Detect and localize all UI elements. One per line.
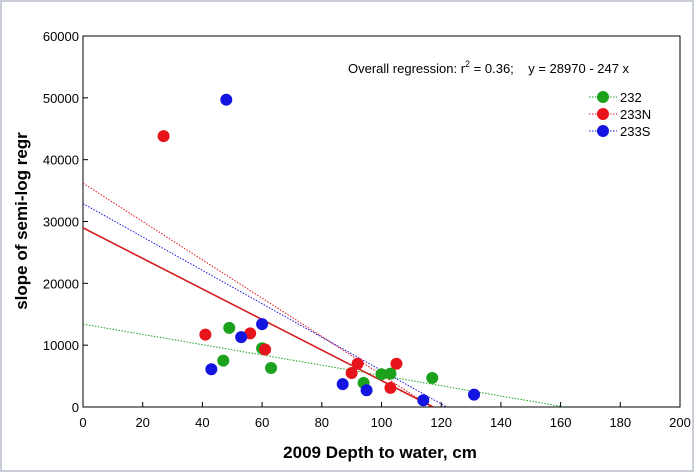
point-232 bbox=[426, 371, 439, 384]
point-232 bbox=[384, 367, 397, 380]
annotation-suffix: = 0.36; y = 28970 - 247 x bbox=[470, 61, 629, 76]
legend: 232 233N 233S bbox=[589, 90, 651, 139]
y-axis-title: slope of semi-log regr bbox=[12, 132, 31, 310]
point-233s bbox=[220, 93, 233, 106]
point-233n bbox=[351, 357, 364, 370]
regression-lines bbox=[83, 182, 566, 407]
x-tick-label: 60 bbox=[255, 415, 269, 430]
x-tick-label: 80 bbox=[315, 415, 329, 430]
annotation-sup: 2 bbox=[465, 59, 470, 69]
y-tick-label: 40000 bbox=[43, 153, 79, 168]
point-233s bbox=[336, 378, 349, 391]
y-tick-label: 10000 bbox=[43, 338, 79, 353]
point-233s bbox=[360, 384, 373, 397]
legend-marker-233n bbox=[597, 108, 609, 120]
point-233n bbox=[390, 357, 403, 370]
legend-marker-233s bbox=[597, 125, 609, 137]
point-233s bbox=[205, 363, 218, 376]
y-tick-label: 60000 bbox=[43, 29, 79, 44]
axes: 0 20 40 60 80 100 120 140 160 180 200 0 10000 20000 30… bbox=[43, 29, 691, 430]
x-tick-label: 140 bbox=[490, 415, 512, 430]
point-233s bbox=[417, 394, 430, 407]
point-233s bbox=[256, 318, 269, 331]
y-tick-label: 20000 bbox=[43, 276, 79, 291]
x-axis-title: 2009 Depth to water, cm bbox=[283, 443, 477, 462]
point-232 bbox=[375, 368, 388, 381]
legend-label-232: 232 bbox=[620, 90, 642, 105]
annotation-prefix: Overall regression: r bbox=[348, 61, 466, 76]
x-tick-label: 120 bbox=[430, 415, 452, 430]
point-233n bbox=[199, 328, 212, 341]
overall-fit-line bbox=[83, 227, 434, 407]
x-tick-label: 200 bbox=[669, 415, 691, 430]
point-233n bbox=[157, 130, 170, 143]
x-tick-label: 180 bbox=[609, 415, 631, 430]
point-233s bbox=[468, 388, 481, 401]
point-233s bbox=[235, 331, 248, 344]
legend-marker-232 bbox=[597, 91, 609, 103]
x-tick-label: 20 bbox=[135, 415, 149, 430]
regression-annotation: Overall regression: r2 = 0.36; y = 28970… bbox=[348, 59, 630, 76]
plot-area bbox=[82, 35, 681, 408]
y-tick-label: 50000 bbox=[43, 91, 79, 106]
point-233n bbox=[345, 366, 358, 379]
point-232 bbox=[265, 362, 278, 375]
y-tick-label: 0 bbox=[72, 400, 79, 415]
plot-border bbox=[82, 35, 681, 408]
point-233n bbox=[259, 343, 272, 356]
y-tick-label: 30000 bbox=[43, 215, 79, 230]
fit-line-233s bbox=[83, 203, 447, 407]
fit-line-232 bbox=[83, 323, 566, 407]
point-232 bbox=[223, 321, 236, 334]
legend-label-233s: 233S bbox=[620, 124, 651, 139]
legend-label-233n: 233N bbox=[620, 107, 651, 122]
x-tick-label: 160 bbox=[550, 415, 572, 430]
point-232 bbox=[217, 354, 230, 367]
x-tick-label: 0 bbox=[79, 415, 86, 430]
fit-line-233n bbox=[83, 182, 432, 407]
x-tick-label: 100 bbox=[371, 415, 393, 430]
x-tick-label: 40 bbox=[195, 415, 209, 430]
data-points bbox=[157, 93, 481, 407]
point-233n bbox=[384, 381, 397, 394]
